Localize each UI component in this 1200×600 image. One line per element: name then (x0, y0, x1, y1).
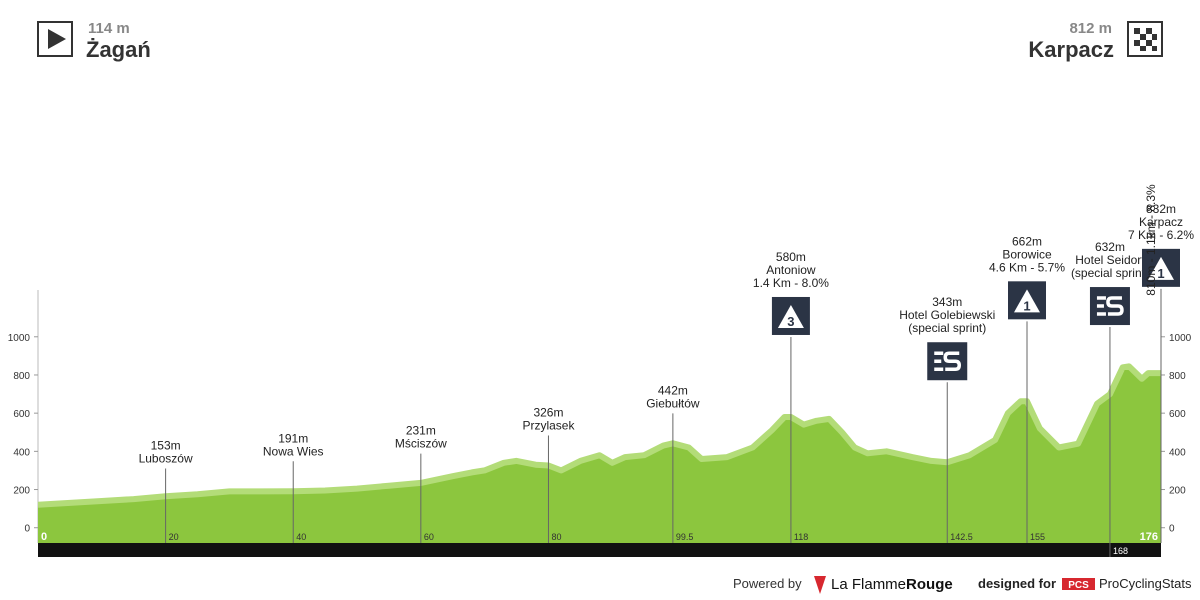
y-tick-label-right: 800 (1169, 371, 1186, 382)
finish-name: Karpacz (1028, 37, 1114, 62)
flamme-logo (814, 576, 826, 594)
pcs-name: ProCyclingStats (1099, 576, 1192, 591)
marker-name: Borowice (1002, 247, 1052, 261)
marker-name: Hotel Golebiewski (899, 308, 995, 322)
x-tick-label: 40 (296, 532, 306, 542)
y-tick-label-right: 400 (1169, 447, 1186, 458)
designed-for: designed for (978, 576, 1056, 591)
y-tick-label: 600 (13, 409, 30, 420)
y-tick-label-right: 1000 (1169, 333, 1192, 344)
marker-elevation: 343m (932, 295, 962, 309)
sprint-icon-shape (1096, 296, 1124, 316)
y-tick-label: 1000 (8, 333, 31, 344)
climb-category: 3 (787, 314, 794, 329)
x-tick-label: 80 (551, 532, 561, 542)
climb-icon-shape (1014, 289, 1041, 313)
marker-detail: 7 Km - 6.2% (1128, 228, 1194, 242)
y-tick-label-right: 0 (1169, 524, 1175, 535)
marker-detail: (special sprint) (1071, 266, 1149, 280)
start-icon-arrow (48, 29, 66, 49)
marker-detail: 4.6 Km - 5.7% (989, 260, 1065, 274)
finish-icon (1127, 21, 1163, 57)
x-tick-label: 176 (1140, 531, 1158, 543)
x-tick-label: 99.5 (676, 532, 694, 542)
y-tick-label: 0 (24, 524, 30, 535)
x-tick-label: 155 (1030, 532, 1045, 542)
x-tick-label: 168 (1113, 546, 1128, 556)
y-tick-label: 200 (13, 486, 30, 497)
marker-name: Luboszów (139, 452, 193, 466)
y-tick-label-right: 600 (1169, 409, 1186, 420)
marker-detail: (special sprint) (908, 321, 986, 335)
x-tick-label: 0 (41, 531, 47, 543)
start-icon (37, 21, 73, 57)
marker-name: Przylasek (522, 418, 575, 432)
climb-icon-shape (1148, 256, 1174, 280)
distance-bar (38, 543, 1161, 557)
brand-b: Rouge (906, 576, 953, 593)
climb-category: 1 (1157, 266, 1164, 281)
marker-name: Mściszów (395, 437, 447, 451)
marker-elevation: 632m (1095, 240, 1125, 254)
start-name: Żagań (86, 37, 151, 62)
profile-ridge (37, 363, 1161, 508)
y-tick-label: 400 (13, 447, 30, 458)
marker-name: Hotel Seidorf (1075, 253, 1145, 267)
marker-elevation: 326m (533, 405, 563, 419)
marker-elevation: 153m (151, 439, 181, 453)
profile-area (38, 366, 1161, 543)
climb-icon-shape (777, 304, 804, 328)
powered-by: Powered by (733, 576, 802, 591)
x-tick-label: 60 (424, 532, 434, 542)
marker-elevation: 662m (1012, 234, 1042, 248)
x-tick-label: 142.5 (950, 532, 973, 542)
marker-name: Nowa Wies (263, 444, 324, 458)
side-note: 810m - 1.1km - 8.3% (1144, 184, 1158, 296)
marker-elevation: 580m (776, 250, 806, 264)
x-tick-label: 20 (169, 532, 179, 542)
pcs-badge-text: PCS (1068, 580, 1089, 591)
marker-elevation: 832m (1146, 202, 1176, 216)
brand-a: La Flamme (831, 576, 906, 593)
finish-elevation: 812 m (1069, 20, 1112, 37)
marker-elevation: 231m (406, 424, 436, 438)
marker-elevation: 442m (658, 383, 688, 397)
y-tick-label: 800 (13, 371, 30, 382)
x-tick-label: 118 (794, 532, 808, 542)
sprint-icon-shape (934, 351, 961, 371)
y-tick-label-right: 200 (1169, 486, 1186, 497)
climb-category: 1 (1023, 298, 1030, 313)
marker-detail: 1.4 Km - 8.0% (753, 276, 829, 290)
pcs-badge (1062, 578, 1095, 590)
marker-name: Karpacz (1139, 215, 1183, 229)
brand: La FlammeRouge (831, 576, 953, 593)
start-elevation: 114 m (88, 20, 130, 37)
marker-name: Antoniow (766, 263, 816, 277)
marker-elevation: 191m (278, 431, 308, 445)
marker-name: Giebułtów (646, 396, 700, 410)
